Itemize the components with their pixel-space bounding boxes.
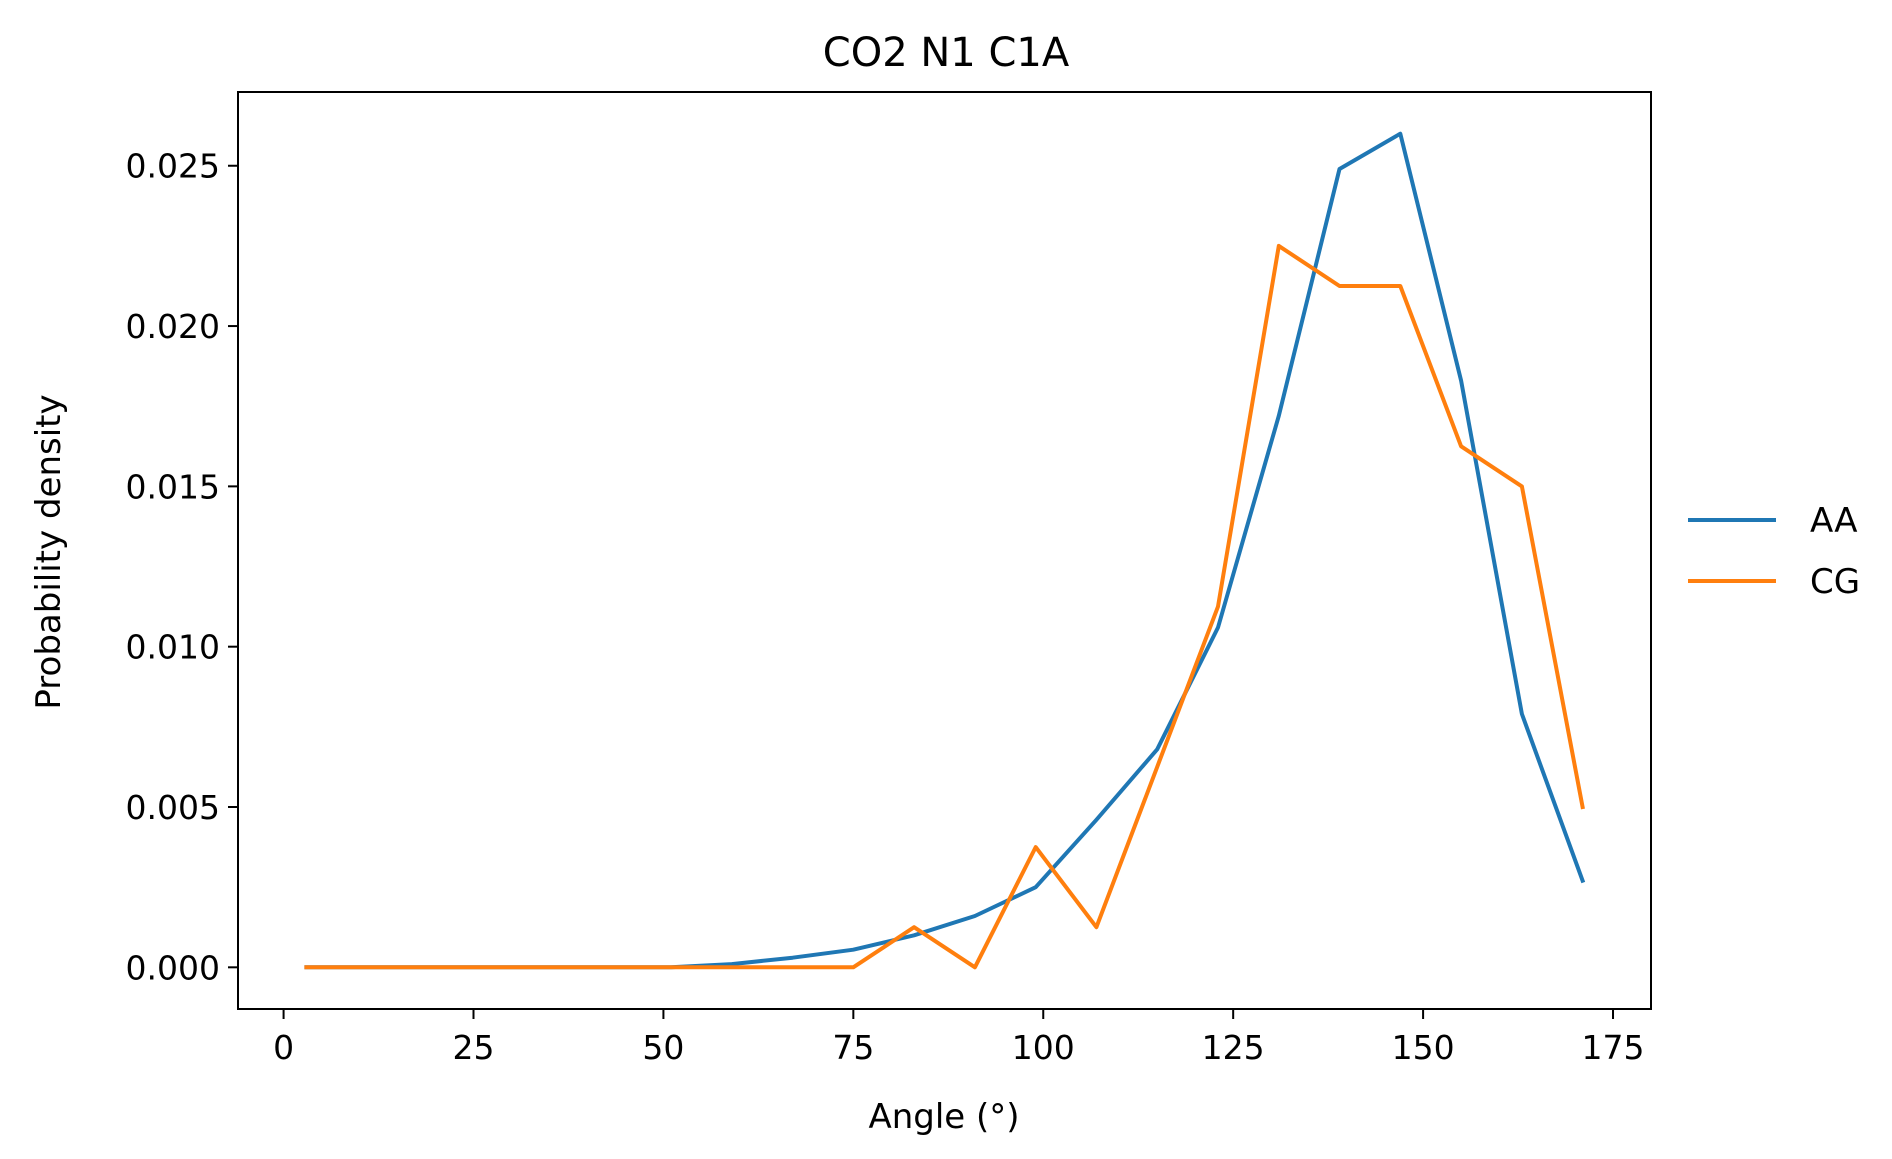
chart-title: CO2 N1 C1A <box>823 30 1070 76</box>
series-layer <box>304 131 1586 970</box>
x-tick-label: 100 <box>1012 1028 1075 1067</box>
y-tick-label: 0.000 <box>126 948 220 987</box>
x-tick-label: 0 <box>273 1028 294 1067</box>
legend-label-aa: AA <box>1810 501 1857 541</box>
x-axis: 0 25 50 75 100 125 150 175 <box>273 1009 1645 1067</box>
y-axis: 0.000 0.005 0.010 0.015 0.020 0.025 <box>126 147 238 987</box>
series-line-cg <box>304 243 1585 970</box>
x-tick-label: 175 <box>1582 1028 1645 1067</box>
series-line-aa <box>304 131 1586 970</box>
x-tick-label: 150 <box>1392 1028 1455 1067</box>
x-tick-label: 25 <box>453 1028 495 1067</box>
x-tick-label: 75 <box>832 1028 874 1067</box>
x-tick-label: 50 <box>642 1028 684 1067</box>
plot-frame <box>237 91 1652 1010</box>
y-tick-label: 0.025 <box>126 147 220 186</box>
legend: AA CG <box>1688 501 1860 602</box>
plot-area <box>237 91 1652 1010</box>
y-tick-label: 0.005 <box>126 788 220 827</box>
y-tick-label: 0.010 <box>126 628 220 667</box>
y-tick-label: 0.015 <box>126 467 220 506</box>
y-axis-label: Probability density <box>29 394 69 709</box>
x-tick-label: 125 <box>1202 1028 1265 1067</box>
y-tick-label: 0.020 <box>126 307 220 346</box>
legend-label-cg: CG <box>1810 562 1860 602</box>
x-axis-label: Angle (°) <box>868 1097 1019 1137</box>
